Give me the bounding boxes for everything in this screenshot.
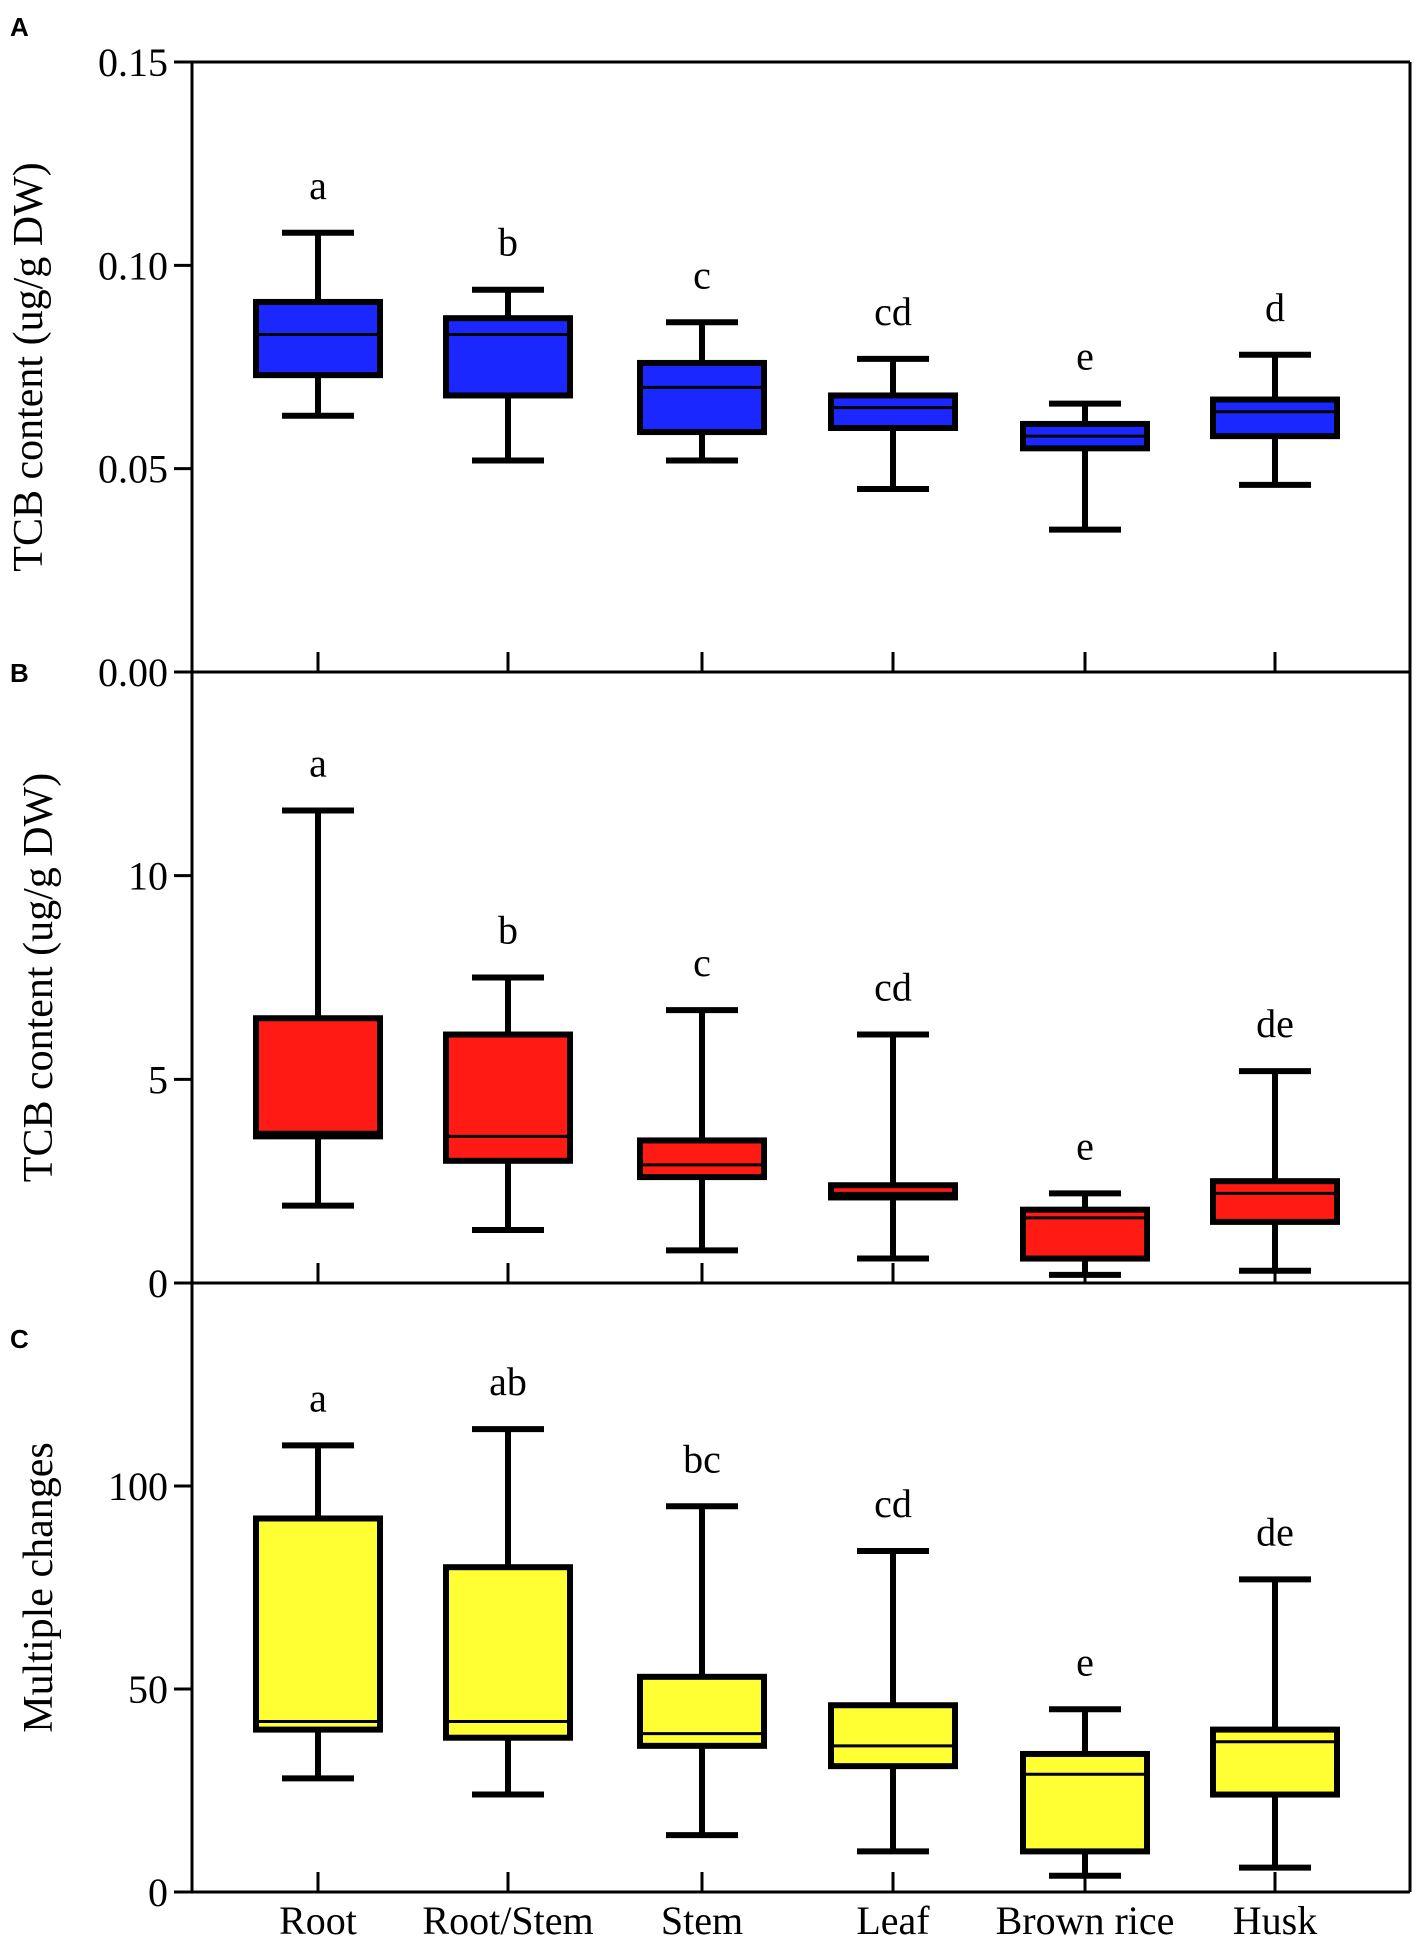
box-brown-rice: e	[1020, 334, 1150, 533]
y-tick-label: 50	[128, 1667, 168, 1712]
box-root: a	[253, 163, 383, 419]
box-stem: c	[637, 940, 767, 1254]
significance-letter: cd	[874, 965, 912, 1010]
y-tick-label: 100	[108, 1464, 168, 1509]
significance-letter: a	[309, 740, 327, 785]
y-tick-label: 0.15	[98, 40, 168, 85]
panel-c: C 0 50 100 Multiple changes a ab bc cd e de	[10, 1281, 1412, 1915]
x-category-label: Brown rice	[996, 1898, 1175, 1943]
iqr-box	[637, 1137, 767, 1181]
x-category-label: Root	[279, 1898, 357, 1943]
significance-letter: cd	[874, 289, 912, 334]
x-category-label: Root/Stem	[422, 1898, 593, 1943]
y-axis-title: TCB content (ug/g DW)	[16, 773, 62, 1182]
significance-letter: bc	[683, 1436, 721, 1481]
iqr-box	[1210, 1726, 1340, 1798]
box-leaf: cd	[828, 289, 958, 492]
iqr-box	[828, 1702, 958, 1770]
box-root-stem: b	[443, 220, 573, 464]
y-tick-label: 10	[128, 854, 168, 899]
iqr-box	[443, 1564, 573, 1741]
iqr-box	[828, 1182, 958, 1201]
x-category-label: Stem	[661, 1898, 743, 1943]
y-tick-label: 0.00	[98, 650, 168, 695]
iqr-box	[637, 1673, 767, 1749]
significance-letter: cd	[874, 1481, 912, 1526]
panel-b: B 0 5 10 TCB content (ug/g DW) a b c cd e de	[10, 658, 1412, 1306]
significance-letter: a	[309, 163, 327, 208]
iqr-box	[1210, 396, 1340, 440]
box-root-stem: ab	[443, 1359, 573, 1798]
iqr-box	[253, 298, 383, 379]
iqr-box	[1210, 1178, 1340, 1225]
significance-letter: b	[498, 220, 518, 265]
box-husk: de	[1210, 1509, 1340, 1871]
significance-letter: c	[693, 252, 711, 297]
box-stem: bc	[637, 1436, 767, 1839]
significance-letter: de	[1256, 1001, 1294, 1046]
box-root: a	[253, 740, 383, 1209]
y-tick-label: 0.05	[98, 447, 168, 492]
iqr-box	[443, 315, 573, 399]
iqr-box	[1020, 1750, 1150, 1855]
panel-letter: C	[10, 1324, 29, 1354]
box-leaf: cd	[828, 1481, 958, 1855]
significance-letter: d	[1265, 285, 1285, 330]
significance-letter: de	[1256, 1509, 1294, 1554]
y-tick-label: 0	[148, 1870, 168, 1915]
significance-letter: b	[498, 908, 518, 953]
significance-letter: ab	[489, 1359, 527, 1404]
box-leaf: cd	[828, 965, 958, 1262]
box-brown-rice: e	[1020, 1123, 1150, 1278]
iqr-box	[443, 1031, 573, 1164]
significance-letter: e	[1076, 334, 1094, 379]
y-tick-label: 5	[148, 1057, 168, 1102]
box-brown-rice: e	[1020, 1639, 1150, 1879]
panel-letter: A	[10, 12, 29, 42]
x-category-labels: Root Root/Stem Stem Leaf Brown rice Husk	[279, 1898, 1317, 1943]
box-root-stem: b	[443, 908, 573, 1234]
significance-letter: e	[1076, 1639, 1094, 1684]
x-category-label: Leaf	[856, 1898, 930, 1943]
box-husk: d	[1210, 285, 1340, 488]
iqr-box	[637, 359, 767, 436]
iqr-box	[253, 1515, 383, 1733]
y-tick-label: 0.10	[98, 243, 168, 288]
significance-letter: e	[1076, 1123, 1094, 1168]
y-axis-title: TCB content (ug/g DW)	[6, 162, 52, 571]
panel-a: A 0.00 0.05 0.10 0.15 TCB content (ug/g DW) a b…	[6, 12, 1412, 695]
box-root: a	[253, 1375, 383, 1782]
significance-letter: c	[693, 940, 711, 985]
y-axis-title: Multiple changes	[16, 1442, 62, 1732]
significance-letter: a	[309, 1375, 327, 1420]
panel-letter: B	[10, 658, 29, 688]
iqr-box	[253, 1015, 383, 1140]
iqr-box	[828, 392, 958, 432]
box-stem: c	[637, 252, 767, 464]
x-category-label: Husk	[1233, 1898, 1317, 1943]
y-tick-label: 0	[148, 1261, 168, 1306]
box-husk: de	[1210, 1001, 1340, 1274]
